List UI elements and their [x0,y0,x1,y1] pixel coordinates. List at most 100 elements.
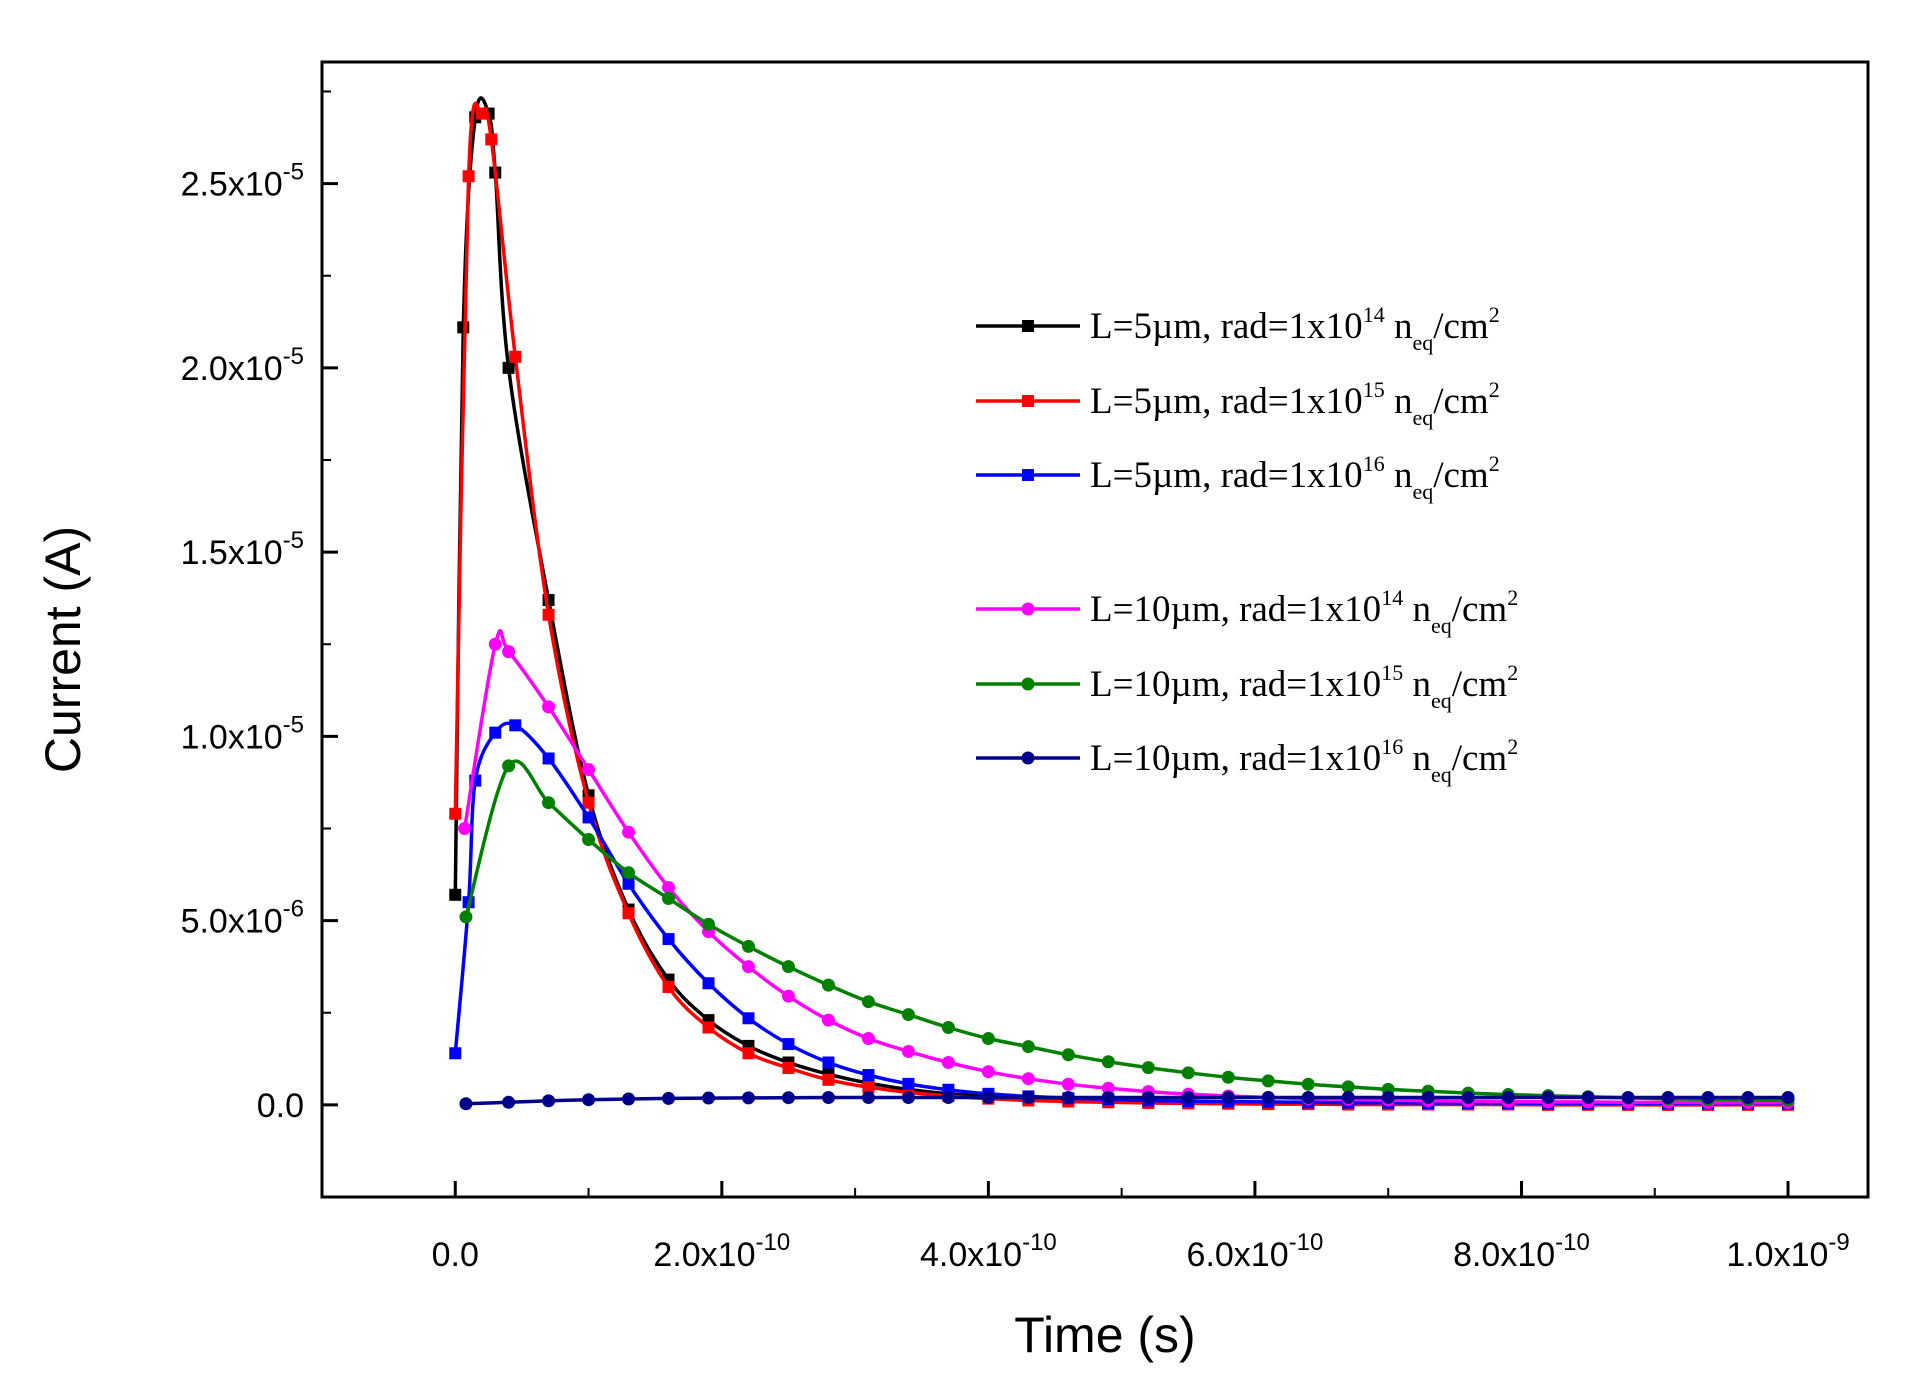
data-point [941,1055,955,1069]
data-point [1701,1091,1715,1105]
x-tick-label: 0.0 [432,1236,479,1274]
series-line [465,1095,1788,1106]
series-line [464,759,1789,1102]
data-point [821,1091,835,1105]
legend-label: L=10µm, rad=1x1015 neq/cm2 [1090,660,1518,713]
data-point [742,1012,755,1025]
data-point [449,807,462,820]
data-point [622,866,636,880]
data-point [622,907,635,920]
data-point [1261,1074,1275,1088]
series-6 [459,1091,1795,1111]
data-point [742,1047,755,1060]
data-point [1381,1091,1395,1105]
plot-area [449,96,1795,1111]
data-point [489,726,502,739]
data-point [861,1091,875,1105]
data-point [1341,1091,1355,1105]
data-point [1101,1055,1115,1069]
data-point [1581,1091,1595,1105]
data-point [542,1094,556,1108]
y-tick-label: 0.0 [257,1087,304,1125]
data-point [822,1073,835,1086]
y-tick-label: 2.5x10-5 [181,159,304,204]
data-point [981,1065,995,1079]
data-point [542,752,555,765]
data-point [1061,1048,1075,1062]
data-point [1781,1091,1795,1105]
data-point [1181,1066,1195,1080]
data-point [862,1081,875,1094]
data-point [1461,1091,1475,1105]
y-tick-label: 1.5x10-5 [181,527,304,572]
data-point [821,978,835,992]
data-point [901,1091,915,1105]
data-point [741,939,755,953]
data-point [1421,1091,1435,1105]
data-point [1061,1091,1075,1105]
data-point [901,1044,915,1058]
x-tick-label: 2.0x10-10 [653,1229,790,1274]
series-line [453,721,1788,1106]
tick-labels: 0.0 2.0x10-10 4.0x10-10 6.0x10-10 8.0x10-10 1… [181,159,1850,1274]
data-point [1741,1091,1755,1105]
data-point [902,1077,915,1090]
x-tick-label: 1.0x10-9 [1726,1229,1849,1274]
legend-marker [1022,395,1034,407]
x-tick-label: 4.0x10-10 [920,1229,1057,1274]
data-point [662,1091,676,1105]
data-point [622,877,635,890]
data-point [582,763,596,777]
data-point [509,719,522,732]
legend-marker [1021,677,1035,691]
data-point [1021,1040,1035,1054]
data-point [502,1095,516,1109]
data-point [475,107,488,120]
data-point [1061,1077,1075,1091]
y-tick-label: 5.0x10-6 [181,896,304,941]
data-point [582,796,595,809]
data-point [1541,1091,1555,1105]
data-point [941,1020,955,1034]
data-point [702,1091,715,1105]
data-point [1301,1077,1315,1091]
data-point [485,133,498,146]
legend-item-3: L=5µm, rad=1x1016 neq/cm2 [976,451,1500,504]
data-point [1221,1070,1235,1084]
data-point [941,1091,955,1105]
data-point [861,1032,875,1046]
legend-label: L=10µm, rad=1x1014 neq/cm2 [1090,585,1518,638]
data-point [702,1021,715,1034]
data-point [662,892,676,906]
legend-label: L=10µm, rad=1x1016 neq/cm2 [1090,734,1518,787]
legend-item-1: L=5µm, rad=1x1014 neq/cm2 [976,302,1500,355]
data-point [861,995,875,1009]
data-point [449,1047,462,1060]
data-point [981,1091,995,1105]
data-point [1101,1081,1115,1095]
data-point [488,637,502,651]
data-point [781,960,795,974]
data-point [1301,1091,1315,1105]
legend-label: L=5µm, rad=1x1016 neq/cm2 [1090,451,1500,504]
data-point [741,1091,755,1105]
data-point [1021,1072,1035,1086]
x-tick-label: 8.0x10-10 [1453,1229,1590,1274]
data-point [782,1038,795,1051]
data-point [981,1032,995,1046]
data-point [822,1056,835,1069]
data-point [509,350,522,363]
data-point [1101,1091,1115,1105]
data-point [781,1091,795,1105]
x-tick-label: 6.0x10-10 [1187,1229,1324,1274]
legend-item-5: L=10µm, rad=1x1015 neq/cm2 [976,660,1518,713]
data-point [502,645,516,659]
data-point [1501,1091,1515,1105]
legend-label: L=5µm, rad=1x1015 neq/cm2 [1090,377,1500,430]
legend-item-6: L=10µm, rad=1x1016 neq/cm2 [976,734,1518,787]
data-point [502,759,516,773]
data-point [1341,1080,1355,1094]
data-point [582,811,595,824]
data-point [462,170,475,183]
